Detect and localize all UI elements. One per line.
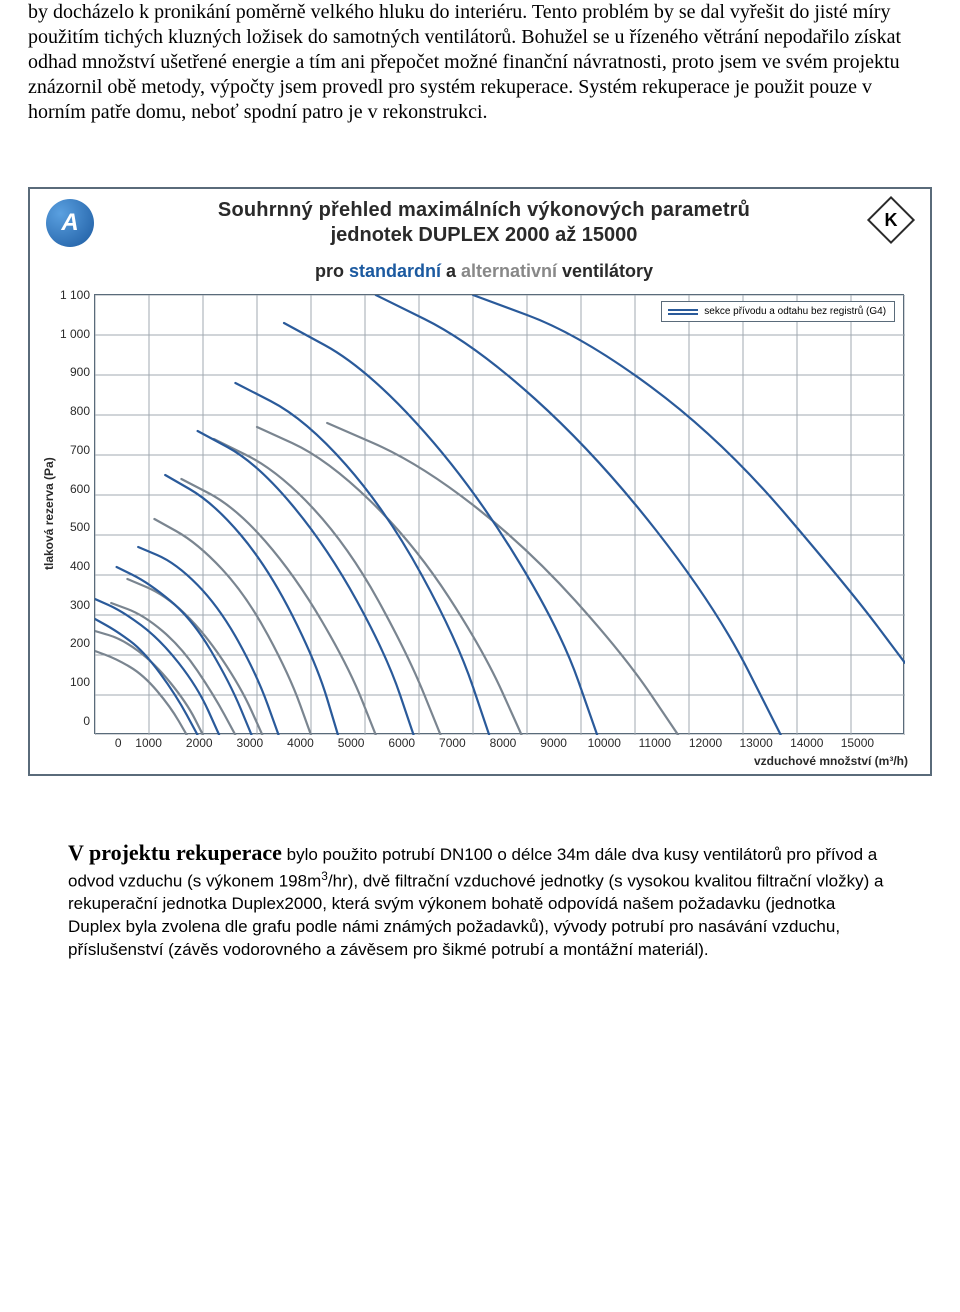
chart-plot: sekce přívodu a odtahu bez registrů (G4) [94,294,904,734]
project-description: V projektu rekuperace bylo použito potru… [28,838,932,962]
brand-logo-icon: A [46,199,94,247]
project-lead: V projektu rekuperace [68,840,282,865]
chart-legend: sekce přívodu a odtahu bez registrů (G4) [661,301,895,322]
y-axis-ticks: 1 1001 0009008007006005004003002001000 [56,294,94,734]
x-axis-label: vzduchové množství (m³/h) [40,754,920,768]
figure-header: A Souhrnný přehled maximálních výkonovýc… [40,199,920,284]
figure-subtitle: pro standardní a alternativní ventilátor… [94,261,874,282]
chart-area: tlaková rezerva (Pa) 1 1001 000900800700… [40,294,920,734]
figure-title-line2: jednotek DUPLEX 2000 až 15000 [94,224,874,247]
performance-figure: A Souhrnný přehled maximálních výkonovýc… [28,187,932,776]
x-axis-ticks: 0100020003000400050006000700080009000100… [98,736,908,750]
legend-text: sekce přívodu a odtahu bez registrů (G4) [704,306,886,317]
figure-title-block: Souhrnný přehled maximálních výkonových … [94,199,874,282]
intro-paragraph: by docházelo k pronikání poměrně velkého… [28,0,932,125]
figure-title-line1: Souhrnný přehled maximálních výkonových … [94,199,874,222]
legend-swatch-icon [668,309,698,315]
y-axis-label: tlaková rezerva (Pa) [40,294,56,734]
certification-mark-icon: K [867,196,915,244]
